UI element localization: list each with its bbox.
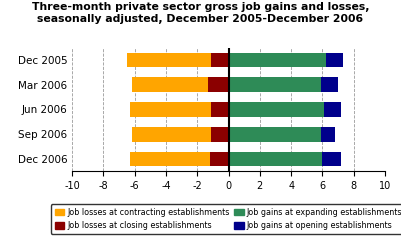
Bar <box>229 53 326 67</box>
Bar <box>208 77 229 92</box>
Bar <box>211 102 229 117</box>
Bar <box>130 152 210 166</box>
Bar <box>324 102 341 117</box>
Bar <box>326 53 343 67</box>
Bar <box>210 152 229 166</box>
Bar <box>211 127 229 142</box>
Bar <box>211 53 229 67</box>
Bar <box>132 127 211 142</box>
Bar <box>132 77 208 92</box>
Bar <box>229 127 321 142</box>
Bar <box>229 152 322 166</box>
Bar <box>127 53 211 67</box>
Bar <box>229 77 321 92</box>
Bar <box>130 102 211 117</box>
Text: Three-month private sector gross job gains and losses,
seasonally adjusted, Dece: Three-month private sector gross job gai… <box>32 2 369 24</box>
Bar <box>321 127 335 142</box>
Bar <box>322 152 341 166</box>
Bar <box>321 77 338 92</box>
Legend: Job losses at contracting establishments, Job losses at closing establishments, : Job losses at contracting establishments… <box>51 204 401 234</box>
Bar <box>229 102 324 117</box>
